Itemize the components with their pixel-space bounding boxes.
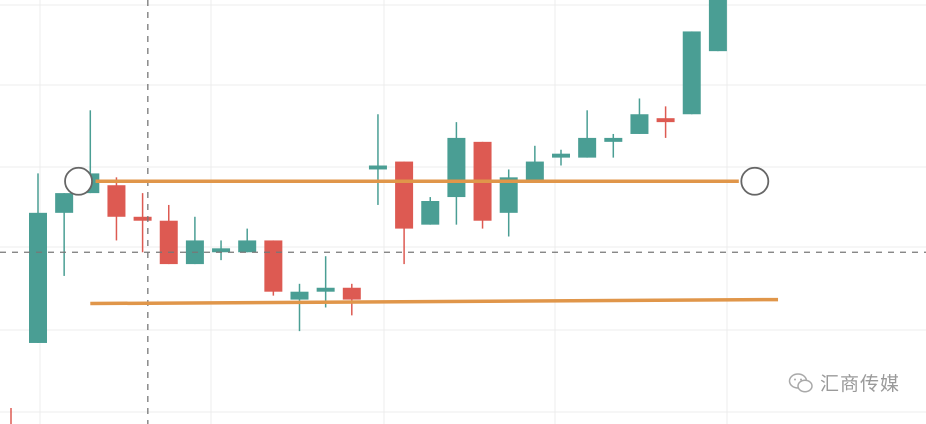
candle-body	[682, 31, 701, 115]
trend-line-start-handle	[64, 166, 93, 196]
candle-body	[264, 240, 283, 292]
candle-body	[212, 248, 231, 253]
candle-body	[447, 137, 466, 198]
watermark: 汇商传媒	[788, 369, 900, 396]
candle-body	[342, 287, 361, 300]
candle-body	[656, 118, 675, 123]
candle-body	[107, 185, 126, 217]
trend-line	[90, 297, 779, 306]
candle-body	[395, 161, 414, 229]
candle-body	[499, 177, 518, 213]
candle-body	[604, 137, 623, 142]
candle-body	[578, 137, 597, 158]
candle-body	[421, 201, 440, 225]
candle-body	[159, 220, 178, 265]
candle-body	[133, 216, 152, 221]
candle-body	[316, 287, 335, 292]
candle-body	[368, 165, 387, 170]
trend-line-end-handle	[740, 166, 770, 196]
candle-body	[55, 193, 74, 213]
watermark-text: 汇商传媒	[819, 373, 900, 395]
candle-body	[552, 153, 570, 158]
candle-body	[29, 212, 47, 343]
candle-body	[290, 291, 309, 300]
candle-body	[238, 240, 257, 253]
wechat-icon	[788, 372, 813, 393]
candle-body	[708, 0, 727, 52]
candle-body	[630, 114, 649, 134]
candle-body	[525, 161, 544, 182]
